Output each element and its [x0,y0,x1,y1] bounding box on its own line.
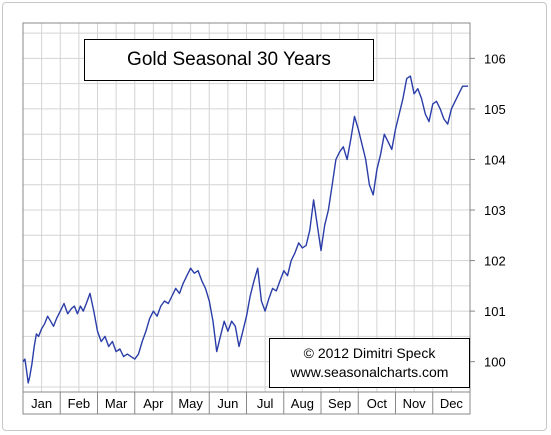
y-tick-label-103: 103 [484,203,506,218]
chart-frame: Jan Feb Mar Apr May Jun Jul Aug Sep Oct Nov Dec 100 1… [2,2,547,431]
x-tick-label-feb: Feb [68,396,90,411]
x-tick-label-oct: Oct [367,396,388,411]
chart-title-box: Gold Seasonal 30 Years [84,39,374,81]
y-tick-label-101: 101 [484,304,506,319]
seasonal-line-chart: Jan Feb Mar Apr May Jun Jul Aug Sep Oct Nov Dec 100 1… [22,22,506,415]
series-line-0 [22,75,469,384]
y-tick-label-105: 105 [484,102,506,117]
y-tick-label-100: 100 [484,355,506,370]
y-tick-label-106: 106 [484,51,506,66]
x-tick-label-apr: Apr [143,396,164,411]
x-tick-label-aug: Aug [291,396,314,411]
website-text: www.seasonalcharts.com [290,364,449,380]
x-tick-label-mar: Mar [105,396,128,411]
chart-title: Gold Seasonal 30 Years [127,49,331,70]
x-tick-label-jan: Jan [31,396,52,411]
y-tick-label-102: 102 [484,254,506,269]
credit-box: © 2012 Dimitri Speck www.seasonalcharts.… [269,338,470,388]
x-tick-label-jul: Jul [257,396,274,411]
x-tick-label-dec: Dec [440,396,464,411]
y-tick-label-104: 104 [484,152,506,167]
x-tick-label-jun: Jun [217,396,238,411]
x-tick-label-sep: Sep [328,396,351,411]
copyright-text: © 2012 Dimitri Speck [303,345,436,361]
x-tick-label-nov: Nov [403,396,427,411]
x-tick-label-may: May [178,396,203,411]
